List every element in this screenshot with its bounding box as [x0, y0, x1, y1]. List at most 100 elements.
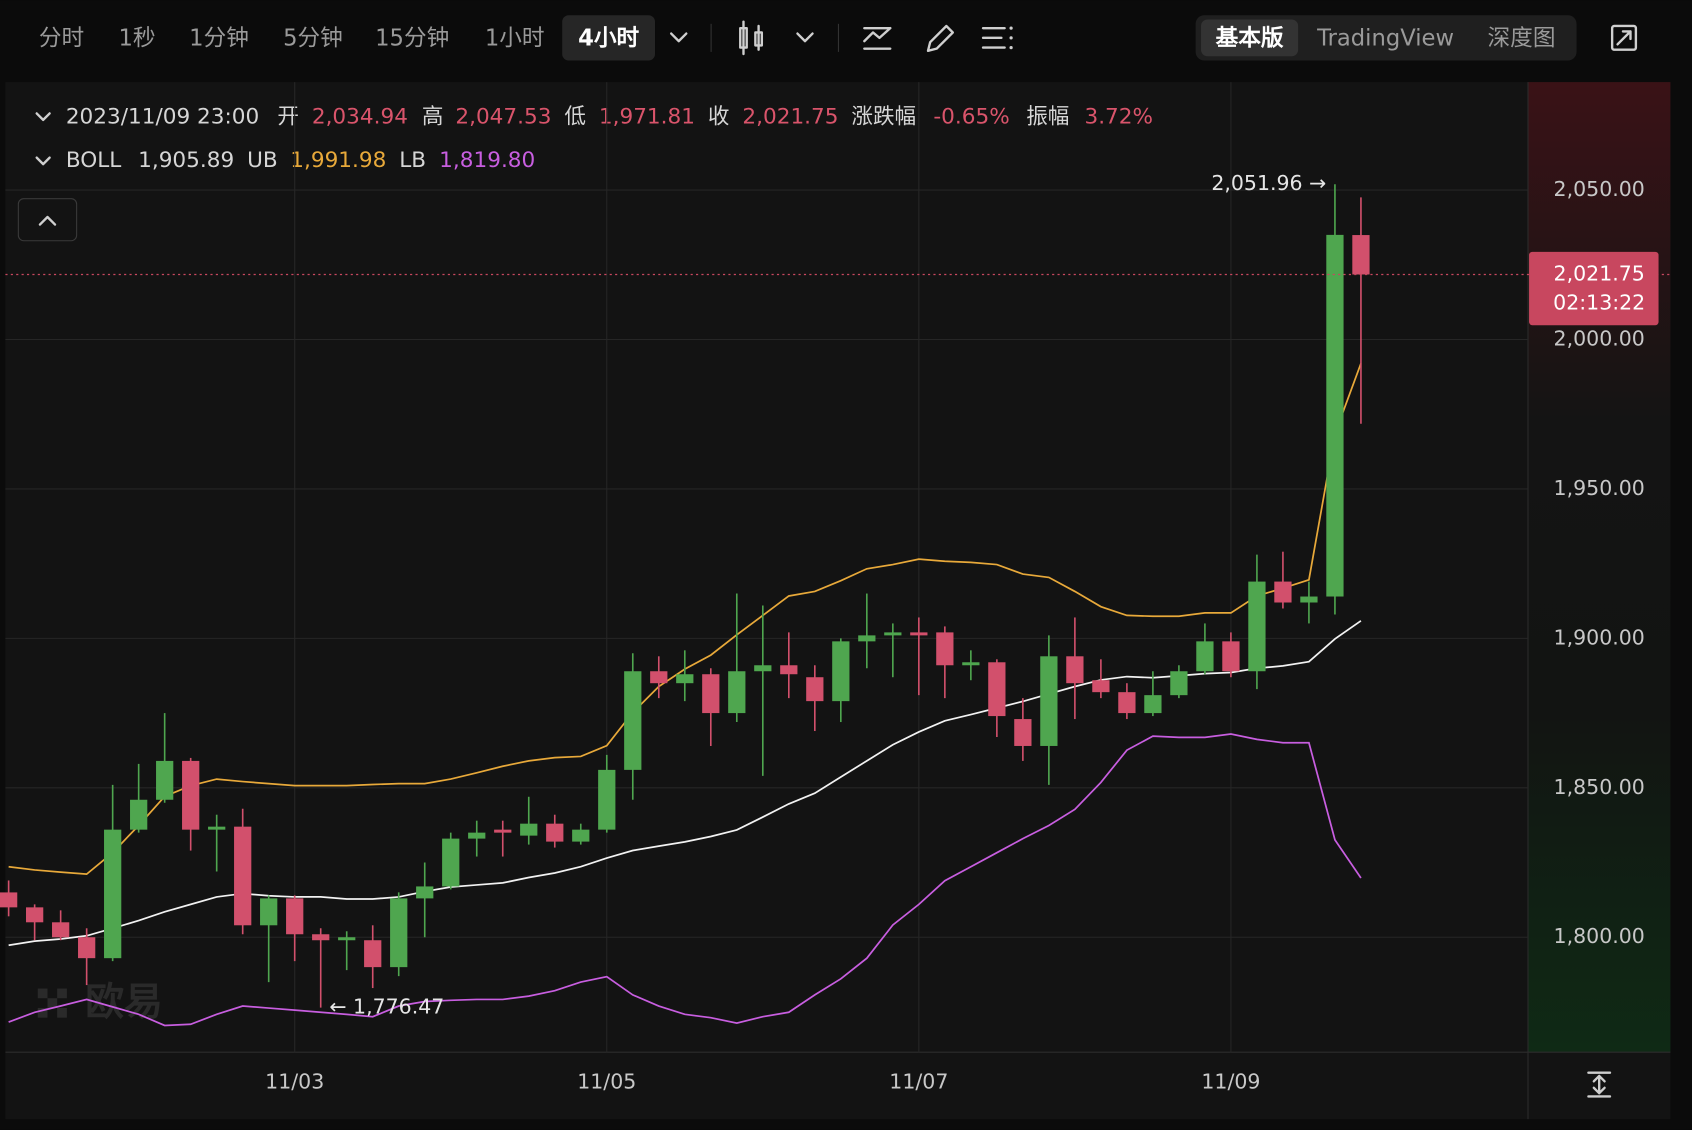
scale-icon[interactable] — [1587, 1071, 1612, 1098]
candle-body — [650, 671, 668, 684]
candle-body — [208, 826, 226, 830]
info-label: 收 — [708, 105, 730, 130]
interval-tab[interactable]: 1小时 — [485, 25, 545, 51]
candle-body — [312, 934, 330, 941]
countdown: 02:13:22 — [1553, 291, 1645, 315]
candle-body — [1222, 641, 1240, 672]
candle-body — [0, 892, 18, 908]
info-value: 2,047.53 — [455, 105, 551, 130]
legend-name: BOLL — [66, 148, 121, 173]
last-price-label: 2,021.75 — [1554, 261, 1645, 285]
expand-icon[interactable] — [1610, 24, 1638, 51]
chevron[interactable] — [670, 32, 688, 43]
candle-body — [234, 826, 252, 926]
candle-body — [1066, 656, 1084, 684]
candle-body — [338, 937, 356, 941]
indicator-icon[interactable] — [863, 26, 892, 50]
candle-body — [442, 838, 460, 887]
interval-tab[interactable]: 5分钟 — [283, 25, 343, 51]
info-value: 3.72% — [1084, 105, 1153, 130]
chevron[interactable] — [35, 156, 51, 166]
x-tick-label: 11/07 — [889, 1069, 948, 1093]
interval-tab[interactable]: 分时 — [39, 25, 84, 51]
info-label: 振幅 — [1026, 105, 1069, 130]
legend-name: UB — [247, 148, 278, 173]
candle-body — [806, 677, 824, 702]
view-tab[interactable]: 基本版 — [1216, 24, 1284, 51]
interval-tab[interactable]: 1分钟 — [189, 25, 249, 51]
selected-interval-bg — [562, 15, 656, 61]
interval-tab[interactable]: 4小时 — [578, 25, 639, 51]
x-tick-label: 11/05 — [577, 1069, 636, 1093]
legend-value: 1,905.89 — [138, 148, 234, 173]
info-label: 涨跌幅 — [851, 105, 916, 130]
candle-body — [1300, 596, 1318, 603]
candle-body — [104, 829, 122, 959]
collapse-button[interactable] — [17, 198, 78, 242]
y-tick-label: 1,900.00 — [1554, 625, 1645, 649]
extreme-annotation: 2,051.96 → — [1211, 171, 1326, 195]
candle-body — [1170, 671, 1188, 696]
candle-body — [78, 937, 96, 959]
candle-body — [676, 674, 694, 684]
candle-body — [416, 886, 434, 899]
chevron[interactable] — [35, 112, 51, 122]
candle-body — [910, 632, 928, 636]
legend-value: 1,819.80 — [439, 148, 535, 173]
candle-body — [390, 898, 408, 968]
band-line — [8, 733, 1362, 1027]
selected-view-bg — [1201, 19, 1299, 57]
candle-body — [1144, 695, 1162, 714]
candle-body — [988, 662, 1006, 717]
view-tab[interactable]: 深度图 — [1488, 25, 1556, 51]
candle-body — [286, 898, 304, 935]
settings-icon[interactable] — [981, 26, 1013, 50]
candle-body — [26, 907, 44, 923]
candle-body — [1014, 719, 1032, 746]
candle-body — [1274, 581, 1292, 603]
interval-tab[interactable]: 15分钟 — [375, 25, 449, 51]
chevron[interactable] — [796, 32, 814, 43]
candle-body — [858, 635, 876, 642]
candle-body — [1196, 641, 1214, 672]
candle-body — [1326, 234, 1344, 597]
candle-body — [260, 898, 278, 926]
view-tab[interactable]: TradingView — [1316, 25, 1454, 51]
candle-body — [754, 665, 772, 672]
candle-body — [1092, 680, 1110, 693]
candle-body — [546, 823, 564, 842]
draw-icon[interactable] — [926, 24, 955, 53]
interval-tab[interactable]: 1秒 — [119, 25, 156, 51]
candle-body — [468, 832, 486, 839]
legend-name: LB — [399, 148, 426, 173]
candle-body — [1248, 581, 1266, 672]
candle-body — [1352, 235, 1370, 275]
info-label: 高 — [422, 105, 444, 130]
extreme-annotation: ← 1,776.47 — [329, 995, 444, 1019]
plot-background — [5, 82, 1671, 1120]
candle-body — [572, 829, 590, 842]
price-axis-background — [1527, 82, 1671, 1053]
y-tick-label: 2,000.00 — [1554, 326, 1645, 350]
info-value: -0.65% — [933, 105, 1009, 130]
candle-body — [1040, 656, 1058, 746]
y-tick-label: 1,850.00 — [1554, 775, 1645, 799]
candle-body — [962, 662, 980, 666]
x-tick-label: 11/09 — [1201, 1069, 1260, 1093]
candle-body — [702, 674, 720, 714]
info-value: 2,021.75 — [742, 105, 838, 130]
candle-body — [624, 671, 642, 770]
legend-value: 1,991.98 — [290, 148, 386, 173]
x-tick-label: 11/03 — [265, 1069, 324, 1093]
candle-body — [182, 760, 200, 830]
candle-body — [936, 632, 954, 666]
candle-icon[interactable] — [739, 20, 764, 56]
info-label: 开 — [277, 105, 299, 130]
candle-body — [728, 671, 746, 714]
info-value: 2,034.94 — [312, 105, 408, 130]
last-price-tag — [1529, 251, 1659, 326]
y-tick-label: 2,050.00 — [1554, 177, 1645, 201]
y-tick-label: 1,950.00 — [1554, 476, 1645, 500]
